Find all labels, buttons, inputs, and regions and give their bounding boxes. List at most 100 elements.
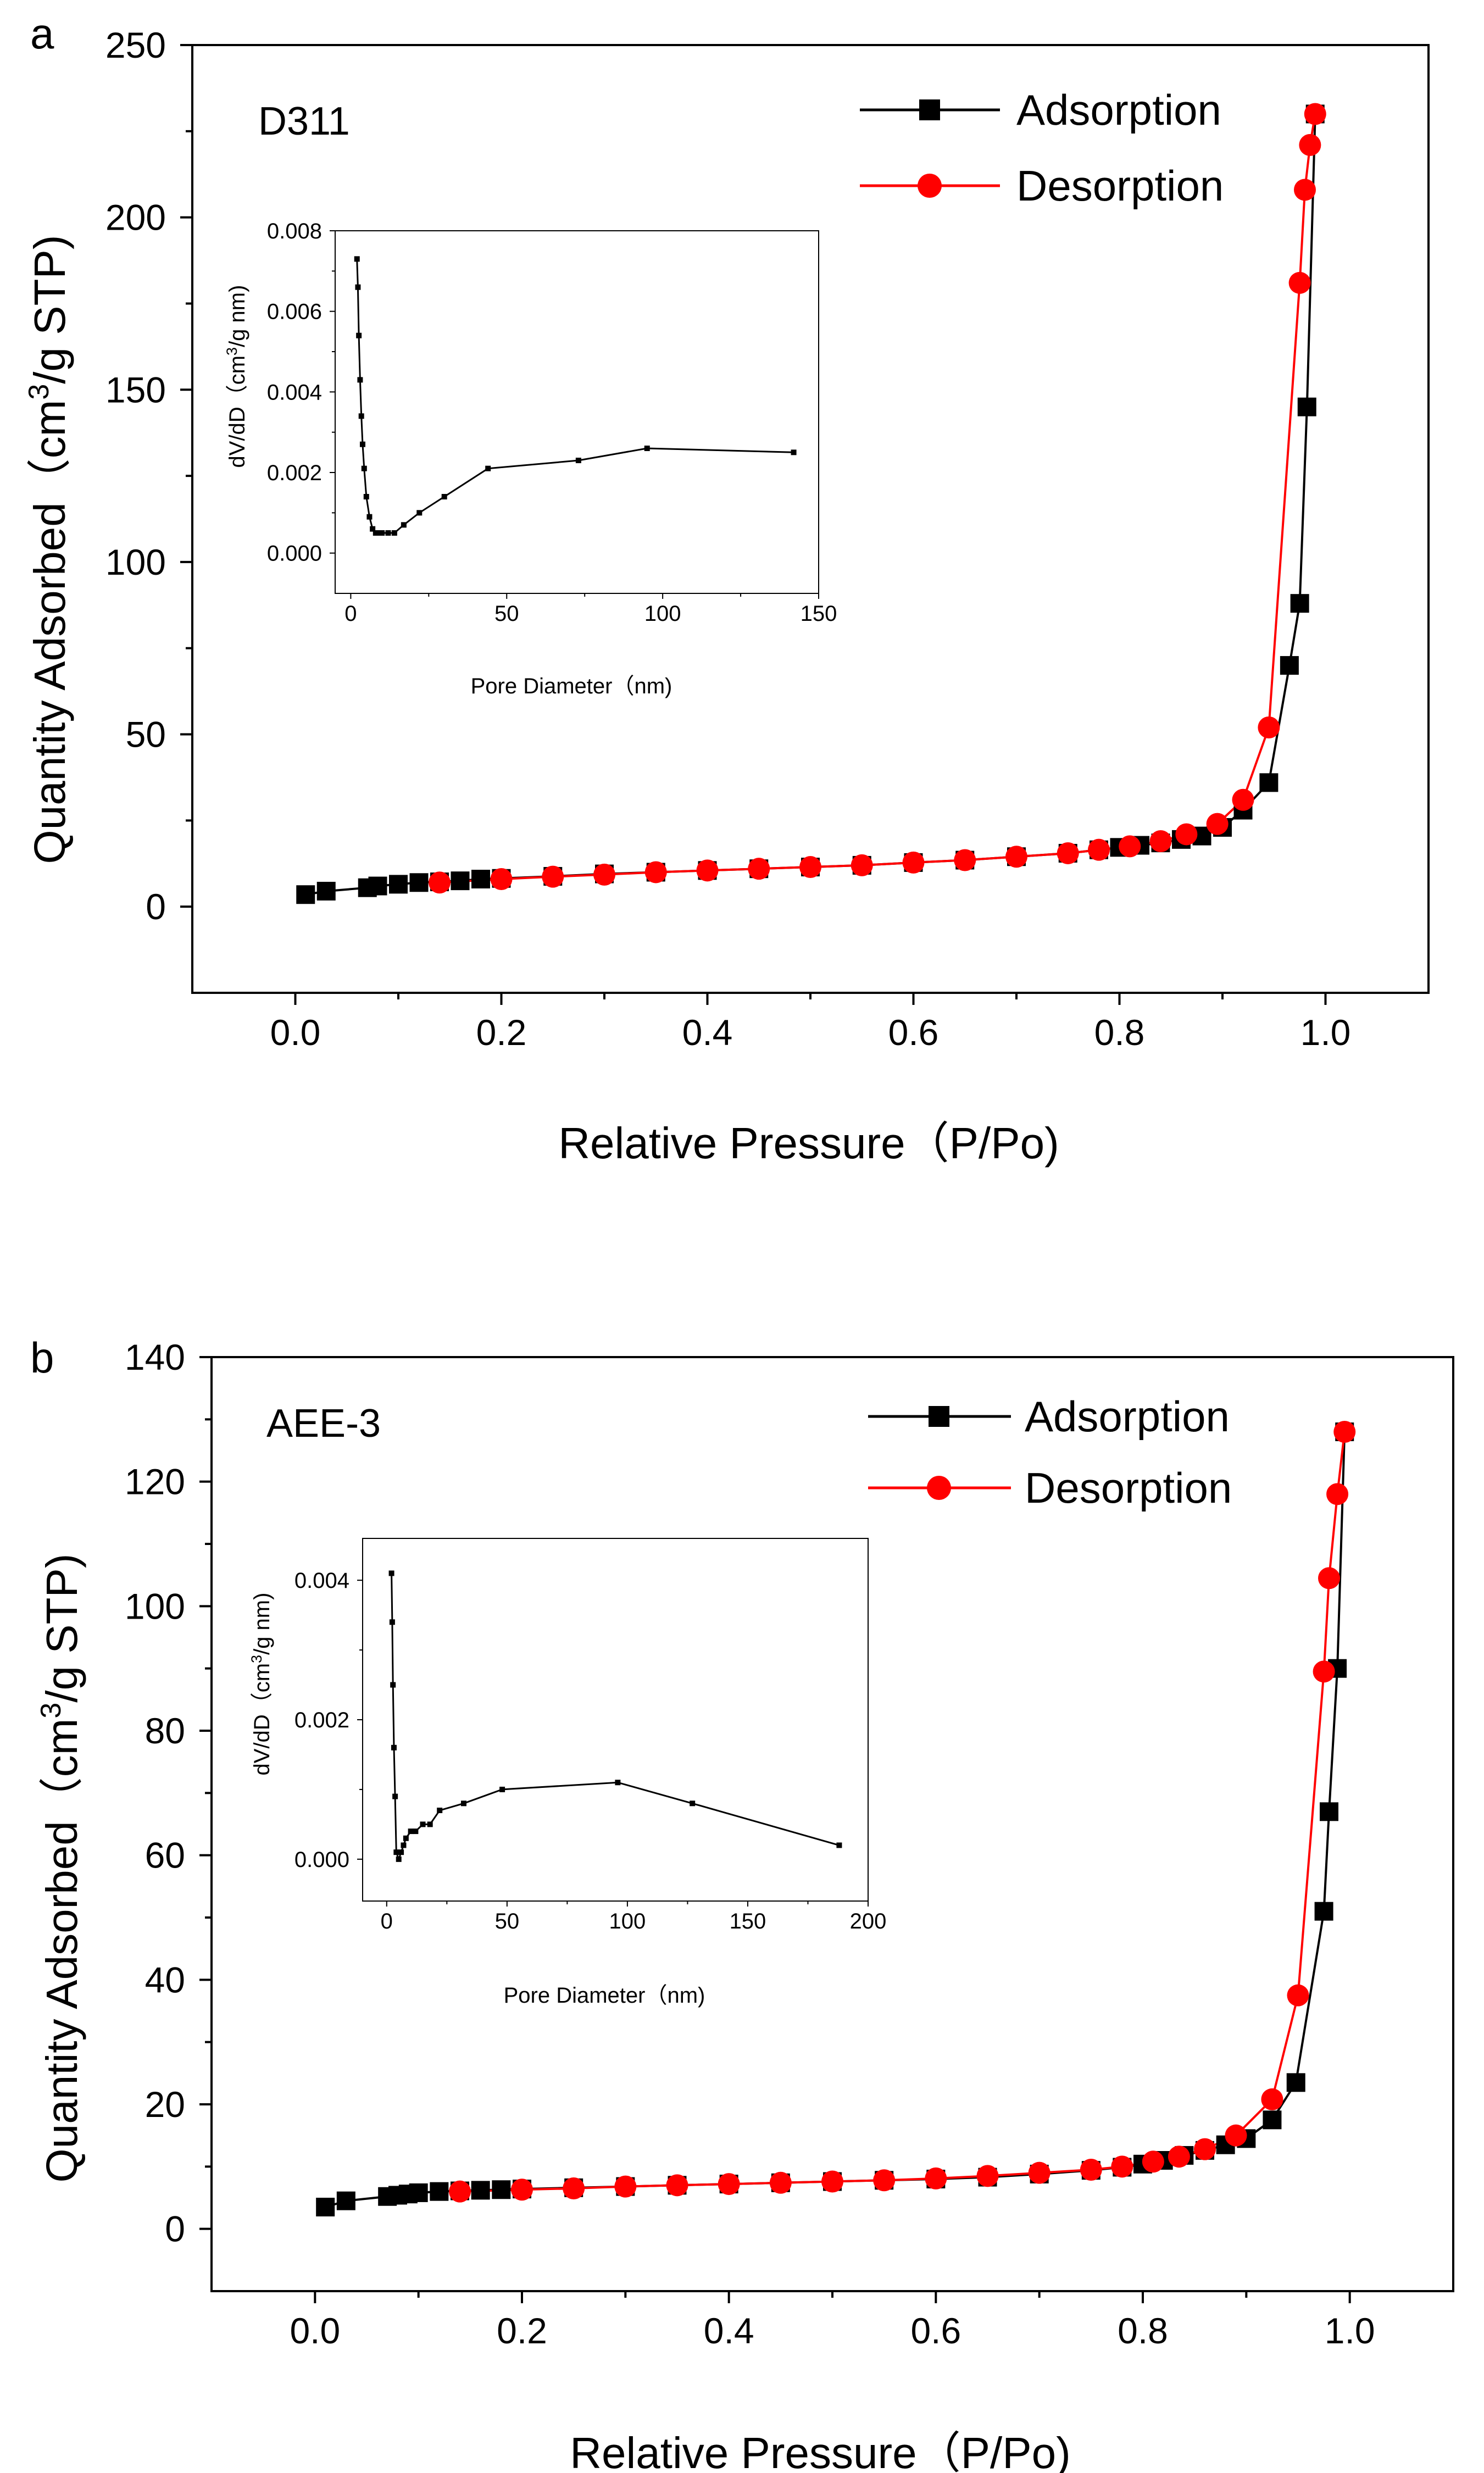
panel-b-inset-y-title-superscript: 3 (248, 1655, 265, 1663)
panel-a-inset-chart: 0.000 0.002 0.004 0.006 0.008 0 50 100 150 Pore… (224, 219, 837, 698)
panel-a-inset-y-tick-label: 0.008 (267, 219, 322, 243)
panel-a-legend-adsorption-marker (919, 99, 940, 120)
panel-b-y-tick-label: 80 (145, 1710, 185, 1751)
panel-b-desorption-point (614, 2175, 637, 2198)
panel-a-chart: a 0 50 100 150 200 250 0.0 0.2 0.4 0.6 0.8 1.0 D31… (23, 9, 1430, 1168)
panel-b-inset-point (401, 1842, 407, 1848)
panel-b-inset-point (437, 1808, 443, 1813)
panel-b-adsorption-point (1320, 1802, 1338, 1821)
panel-b-inset-point (408, 1829, 414, 1835)
panel-b-series-points (316, 1421, 1356, 2216)
panel-a-letter: a (30, 9, 54, 58)
panel-b-inset-point (389, 1619, 395, 1625)
panel-a-inset-point (575, 458, 581, 463)
panel-a-desorption-point (542, 865, 564, 888)
panel-b-inset-point (396, 1856, 402, 1862)
panel-b-legend-desorption-label: Desorption (1025, 1464, 1232, 1512)
panel-b-inset-y-title-part2: /g nm) (250, 1593, 274, 1655)
panel-b-desorption-point (1318, 1567, 1340, 1590)
panel-a-adsorption-point (1297, 397, 1316, 416)
panel-b-inset-y-tick-label: 0.002 (294, 1708, 349, 1732)
panel-a-y-tick-label: 150 (105, 369, 166, 410)
panel-b-desorption-point (1261, 2088, 1283, 2110)
panel-a-inset-point (370, 526, 376, 532)
panel-a-sample-label: D311 (258, 99, 350, 143)
panel-a-adsorption-point (451, 871, 470, 891)
panel-b-ticks (199, 1356, 1351, 2303)
panel-a-adsorption-point (1290, 594, 1309, 613)
panel-b-adsorption-point (471, 2181, 490, 2200)
panel-b-desorption-point (1313, 1660, 1335, 1683)
panel-b-desorption-point (1168, 2146, 1190, 2168)
panel-a-inset-point (355, 284, 361, 290)
panel-b-y-tick-label: 140 (125, 1337, 185, 1377)
panel-b-x-tick-labels: 0.0 0.2 0.4 0.6 0.8 1.0 (290, 2310, 1375, 2351)
panel-b-y-tick-labels: 0 20 40 60 80 100 120 140 (125, 1337, 185, 2249)
panel-a-x-tick-label: 0.0 (270, 1012, 321, 1053)
panel-a-inset-y-title-part1: dV/dD（cm (225, 355, 249, 468)
panel-a-adsorption-point (316, 881, 336, 901)
panel-b-desorption-point (925, 2167, 947, 2189)
panel-a-plot-frame (191, 44, 1430, 994)
panel-b-y-tick-label: 120 (125, 1461, 185, 1502)
panel-a-desorption-point (1232, 788, 1254, 811)
panel-a-legend-desorption-label: Desorption (1016, 162, 1224, 210)
panel-a-inset-point (401, 522, 407, 528)
panel-b-desorption-point (1194, 2138, 1216, 2160)
panel-a-desorption-point (429, 871, 451, 894)
panel-b-inset-point (420, 1821, 426, 1827)
panel-b-inset-points (388, 1570, 842, 1862)
panel-a-inset-y-title: dV/dD（cm3/g nm) (224, 285, 249, 468)
panel-a-adsorption-point (1259, 773, 1279, 792)
panel-b-inset-x-tick-label: 200 (850, 1909, 887, 1933)
panel-a-inset-y-tick-label: 0.002 (267, 461, 322, 485)
panel-b-adsorption-point (409, 2183, 428, 2202)
panel-b-inset-point (461, 1800, 466, 1807)
panel-a-desorption-point (1175, 823, 1198, 846)
panel-a-desorption-point (1005, 846, 1027, 868)
panel-b-y-tick-label: 0 (165, 2209, 185, 2249)
panel-a-desorption-point (799, 856, 821, 879)
panel-a-inset-point (366, 514, 373, 520)
panel-a-inset-point (379, 530, 385, 536)
panel-b-inset-point (391, 1744, 397, 1750)
panel-b-inset-point (392, 1793, 398, 1799)
panel-a-desorption-point (1206, 813, 1229, 835)
panel-a-desorption-point (1119, 835, 1141, 858)
panel-b-inset-point (388, 1570, 394, 1576)
panel-a-desorption-point (1088, 838, 1110, 861)
panel-b-inset-x-tick-label: 0 (381, 1909, 393, 1933)
panel-a-adsorption-point (296, 885, 315, 904)
panel-b-y-tick-label: 40 (145, 1959, 185, 2000)
panel-a-desorption-point (1304, 103, 1326, 125)
panel-a-x-tick-label: 0.6 (888, 1012, 939, 1053)
panel-b-inset-point (413, 1829, 419, 1835)
panel-a-desorption-point (696, 859, 719, 882)
panel-a-inset-x-tick-label: 0 (344, 602, 357, 626)
panel-b-inset-point (390, 1682, 396, 1688)
panel-b-inset-x-tick-labels: 0 50 100 150 200 (381, 1909, 887, 1933)
panel-a-legend-adsorption-label: Adsorption (1016, 86, 1221, 134)
panel-a-inset-x-tick-label: 50 (494, 602, 519, 626)
panel-a-desorption-point (593, 863, 615, 886)
panel-a-series-points (296, 103, 1326, 904)
panel-b-y-tick-label: 60 (145, 1835, 185, 1876)
panel-a-inset-y-tick-label: 0.006 (267, 300, 322, 324)
panel-b-desorption-point (769, 2171, 792, 2194)
panel-b-x-axis-title: Relative Pressure（P/Po) (570, 2428, 1070, 2473)
panel-a-legend: Adsorption Desorption (860, 86, 1224, 210)
panel-b-legend-desorption-marker (927, 1476, 951, 1500)
panel-a-inset-y-tick-labels: 0.000 0.002 0.004 0.006 0.008 (267, 219, 322, 566)
panel-a-inset-point (791, 449, 797, 455)
panel-a-y-title-superscript: 3 (23, 384, 55, 400)
panel-b-inset-x-tick-label: 50 (495, 1909, 520, 1933)
panel-b-adsorption-point (1286, 2073, 1305, 2092)
panel-a-adsorption-point (471, 870, 490, 888)
panel-b-legend: Adsorption Desorption (868, 1392, 1232, 1512)
panel-b-inset-y-title-part1: dV/dD（cm (250, 1663, 274, 1776)
panel-b-inset-point (690, 1800, 696, 1807)
panel-b-inset-point (403, 1835, 409, 1841)
panel-b-inset-y-tick-labels: 0.000 0.002 0.004 (294, 1569, 349, 1872)
